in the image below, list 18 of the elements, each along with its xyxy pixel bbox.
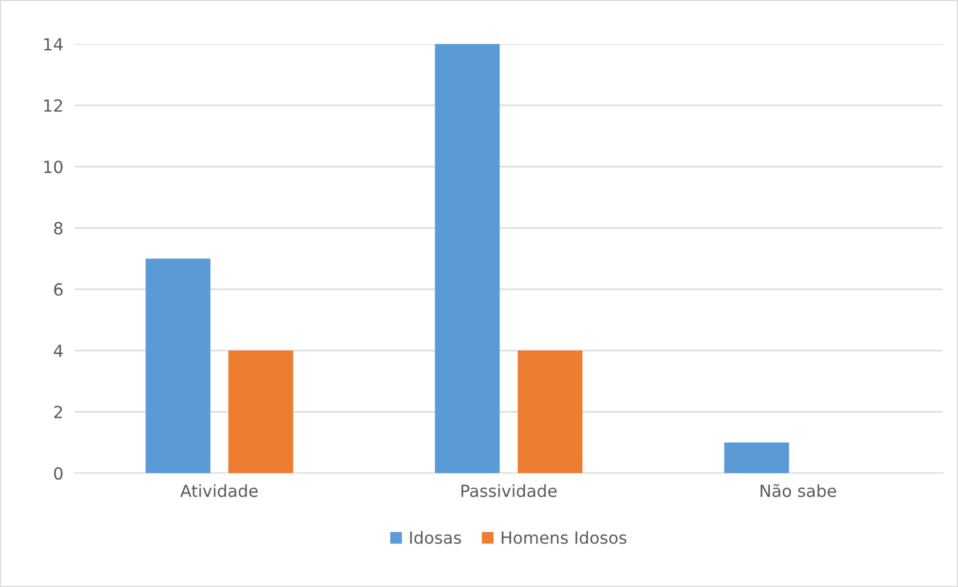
bar	[228, 350, 294, 474]
bar	[724, 442, 790, 474]
y-tick-label: 12	[44, 99, 62, 112]
y-tick-label: 6	[54, 283, 63, 296]
legend-label: Idosas	[410, 531, 462, 544]
y-tick-label: 2	[54, 406, 62, 418]
y-tick-label: 0	[54, 467, 63, 480]
y-tick-label: 8	[54, 222, 62, 234]
bar	[146, 258, 210, 474]
y-tick-label: 10	[44, 160, 63, 174]
x-tick-label: Passividade	[462, 484, 557, 498]
x-tick-label: Atividade	[180, 484, 258, 498]
y-tick-label: 4	[54, 344, 63, 357]
y-tick-label: 14	[44, 38, 63, 50]
x-tick-label: Não sabe	[760, 484, 836, 498]
bar	[518, 350, 582, 474]
legend-label: Homens Idosos	[502, 531, 626, 544]
bar	[434, 44, 500, 474]
